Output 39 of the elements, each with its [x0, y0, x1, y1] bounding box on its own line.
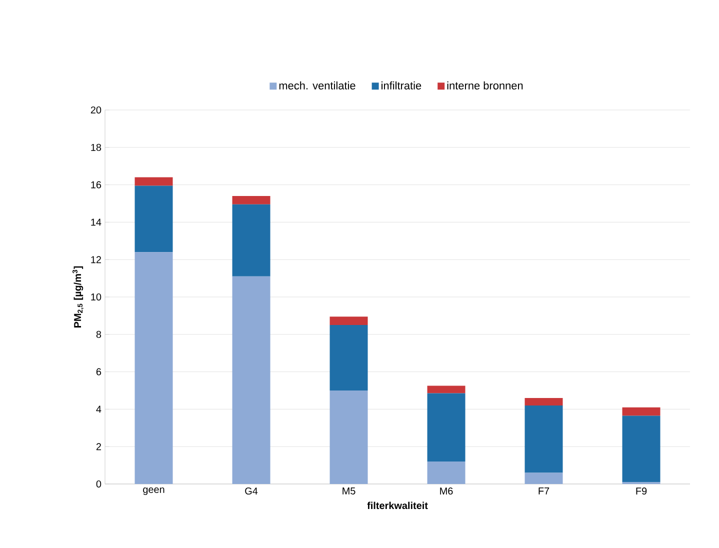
y-tick-label: 4	[96, 406, 102, 413]
bar	[330, 390, 368, 484]
legend-label: interne bronnen	[447, 81, 523, 90]
y-tick-label: 10	[91, 293, 102, 301]
bar	[524, 472, 563, 484]
bar	[134, 186, 173, 252]
y-tick-label: 20	[90, 106, 102, 114]
x-axis-title: filterkwaliteit	[367, 502, 428, 510]
bar	[232, 204, 270, 276]
legend-label: infiltratie	[382, 81, 422, 90]
y-axis-title: PM$_{2,5}$ [µg/m$^{3}$]	[72, 266, 84, 328]
bar	[622, 407, 660, 416]
x-tick-label: geen	[143, 488, 164, 495]
x-tick-label: M6	[440, 488, 453, 495]
y-tick-label: 18	[91, 144, 102, 151]
bar	[232, 196, 270, 204]
x-tick-label: F9	[636, 488, 647, 495]
x-tick-label: M5	[342, 488, 356, 494]
y-tick-label: 14	[91, 218, 102, 226]
bar	[232, 276, 270, 484]
y-tick-label: 0	[96, 480, 102, 488]
bar	[330, 316, 368, 326]
bar	[427, 462, 466, 484]
bar	[427, 386, 466, 394]
bar	[134, 177, 173, 186]
bar	[134, 252, 173, 484]
bar	[524, 398, 563, 406]
bar	[622, 416, 660, 482]
legend-label: mech. ventilatie	[279, 81, 356, 90]
y-tick-label: 2	[96, 443, 101, 450]
bar	[427, 393, 466, 462]
y-tick-label: 16	[91, 181, 102, 188]
x-tick-label: F7	[538, 488, 550, 494]
x-tick-label: G4	[245, 488, 258, 495]
y-tick-label: 12	[91, 256, 101, 264]
y-tick-label: 6	[96, 368, 102, 376]
bar	[524, 405, 563, 473]
y-tick-label: 8	[96, 330, 102, 338]
bar	[330, 325, 368, 390]
